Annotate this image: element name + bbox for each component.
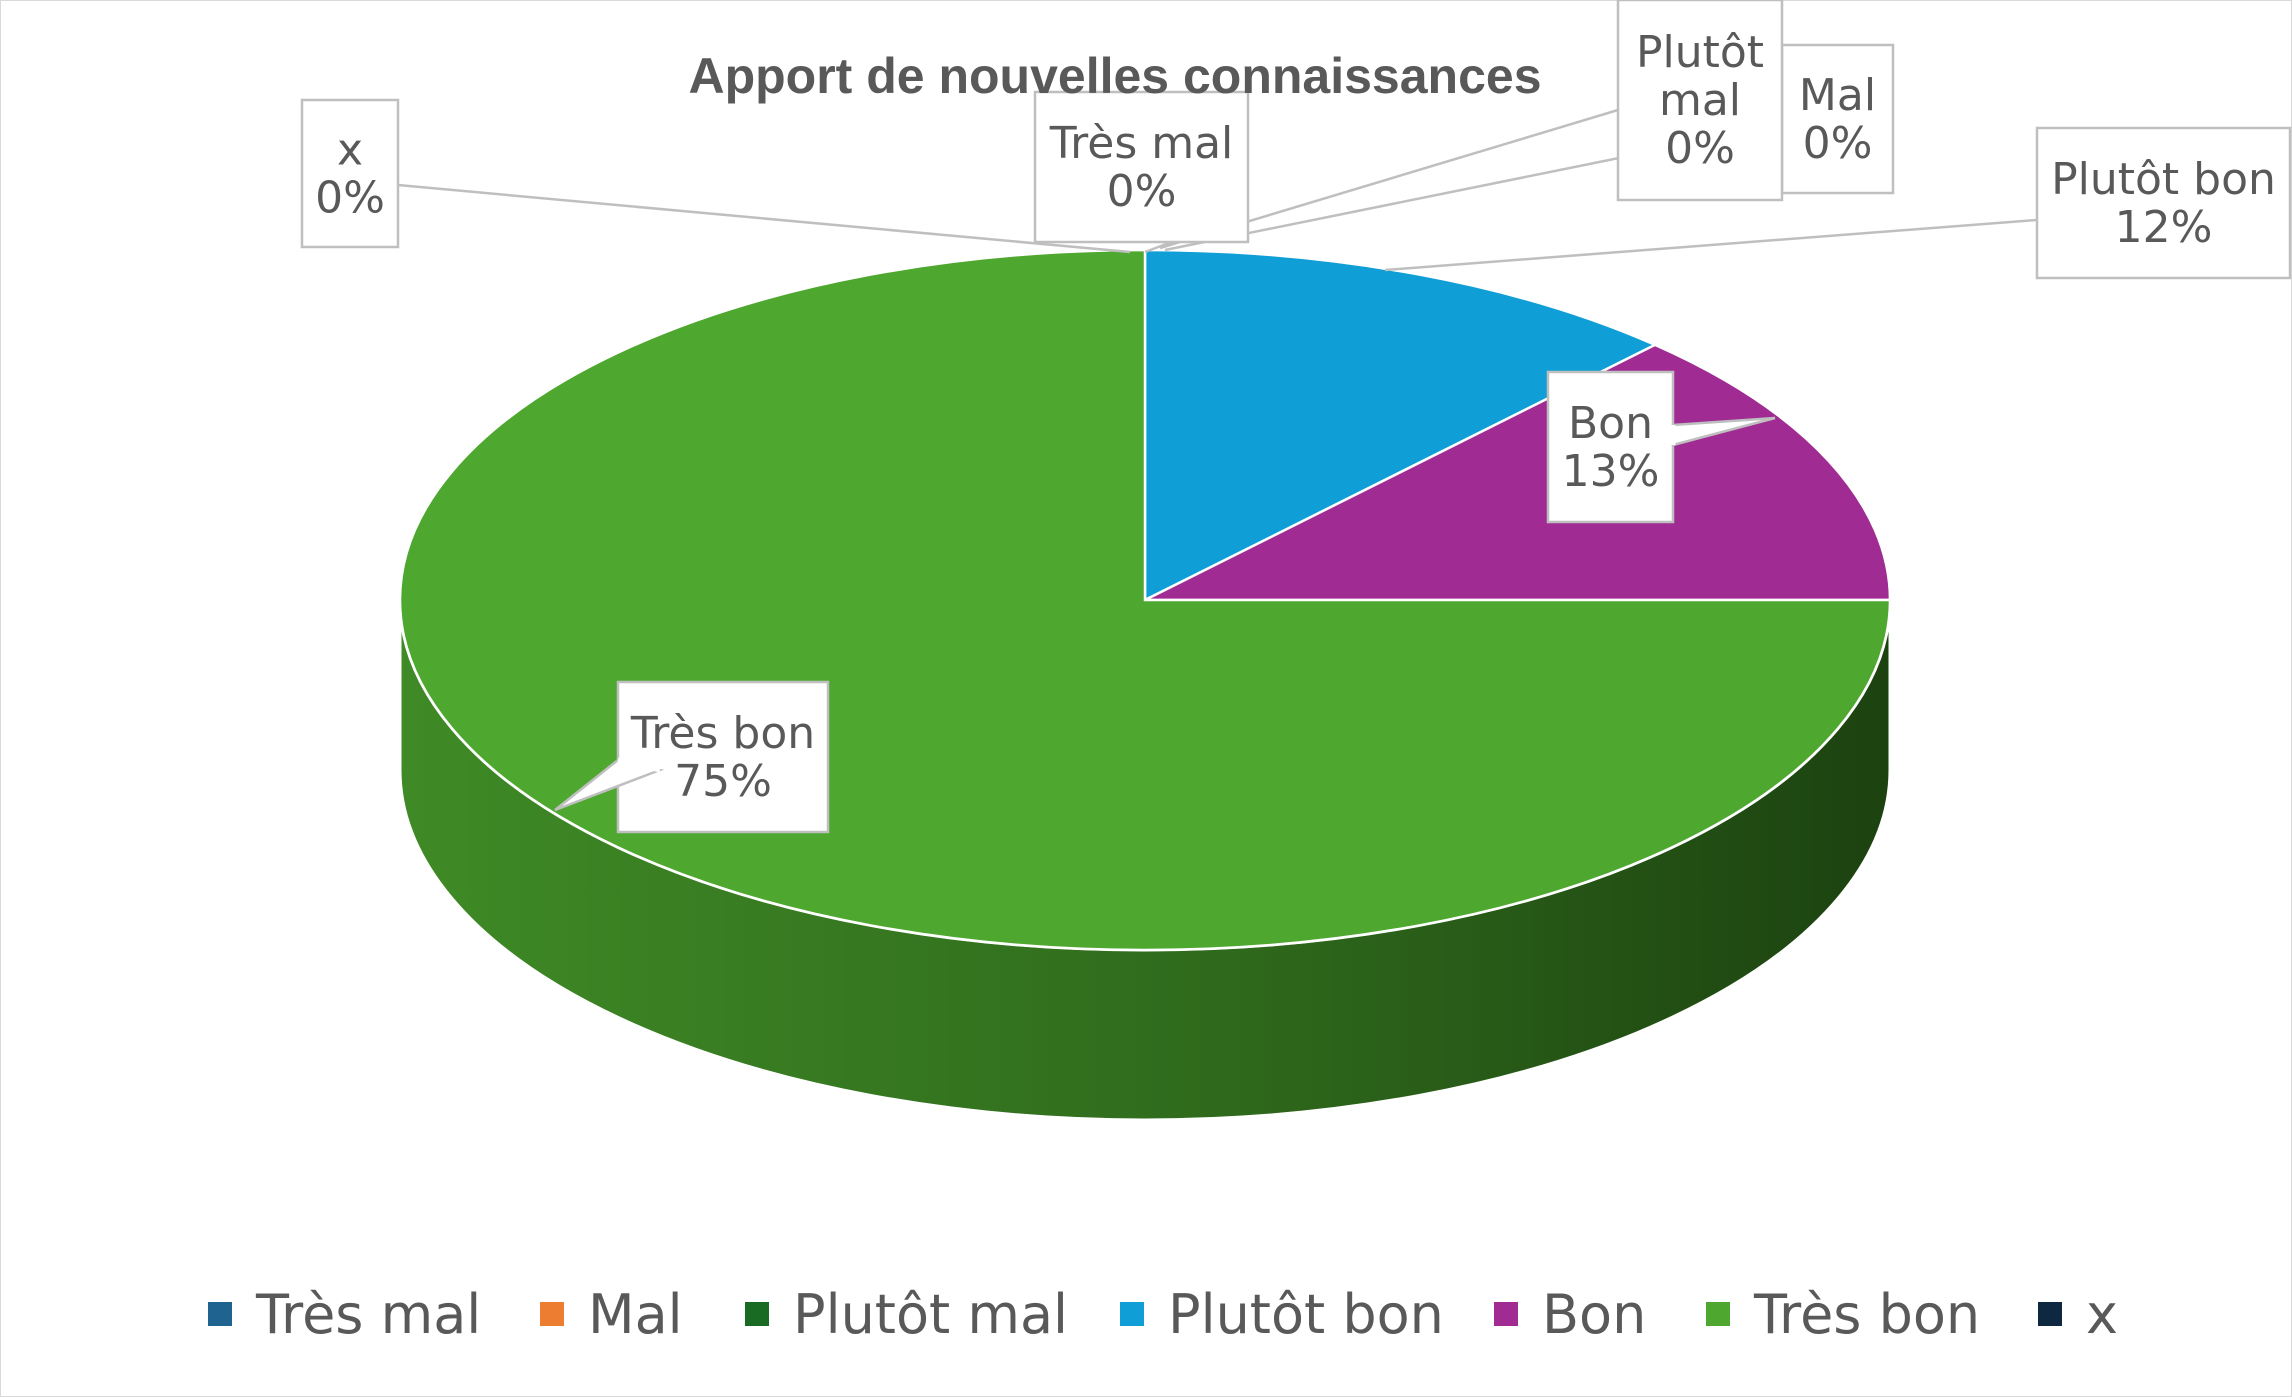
data-label-box-plutot-bon [2035,126,2292,280]
legend: Très mal Mal Plutôt mal Plutôt bon Bon Très b… [208,1283,2118,1346]
data-label-category-mal: Mal [1799,70,1876,121]
data-label-category-plutot-mal: Plutôt [1636,27,1764,78]
legend-swatch-x [2038,1302,2062,1326]
legend-swatch-plutot-bon [1120,1302,1144,1326]
pie-slice-bon [1144,343,1892,602]
legend-swatch-tres-mal [208,1302,232,1326]
data-label-value-x: 0% [315,173,385,224]
data-label-seam-tres-bon [617,757,661,773]
data-label-box-x [300,98,400,249]
pie-slice-plutot-bon [1143,248,1658,603]
data-label-box-tres-bon [616,680,830,834]
legend-swatch-mal [540,1302,564,1326]
data-label-category-tres-mal: Très mal [1049,118,1234,169]
legend-label-plutot-bon: Plutôt bon [1168,1283,1444,1346]
data-label-box-mal [1780,43,1895,195]
leader-line-plutot-bon [1384,218,2038,272]
legend-label-tres-mal: Très mal [255,1283,481,1346]
data-label-category-x: x [337,125,363,176]
data-label-category-plutot-mal: mal [1659,75,1741,126]
data-label-box-bon [1546,370,1675,524]
data-label-value-bon: 13% [1562,446,1660,497]
legend-swatch-bon [1494,1302,1518,1326]
legend-label-mal: Mal [588,1283,683,1346]
legend-swatch-plutot-mal [745,1302,769,1326]
data-label-category-tres-bon: Très bon [630,708,815,759]
legend-swatch-tres-bon [1706,1302,1730,1326]
chart-title: Apport de nouvelles connaissances [688,48,1541,104]
legend-label-bon: Bon [1542,1283,1646,1346]
data-label-value-tres-mal: 0% [1107,166,1177,217]
data-label-category-plutot-bon: Plutôt bon [2051,154,2276,205]
legend-label-x: x [2086,1283,2118,1346]
data-label-box-plutot-mal [1616,0,1784,202]
legend-label-tres-bon: Très bon [1753,1283,1980,1346]
data-label-value-mal: 0% [1803,118,1873,169]
data-label-value-plutot-bon: 12% [2115,202,2213,253]
legend-label-plutot-mal: Plutôt mal [793,1283,1068,1346]
pie-top [398,248,1892,952]
data-label-value-plutot-mal: 0% [1665,123,1735,174]
leader-line-x [397,183,1131,254]
data-label-box-tres-mal [1033,90,1250,244]
data-label-category-bon: Bon [1568,398,1653,449]
data-label-value-tres-bon: 75% [674,756,772,807]
leader-line-tres-mal [1144,240,1172,254]
